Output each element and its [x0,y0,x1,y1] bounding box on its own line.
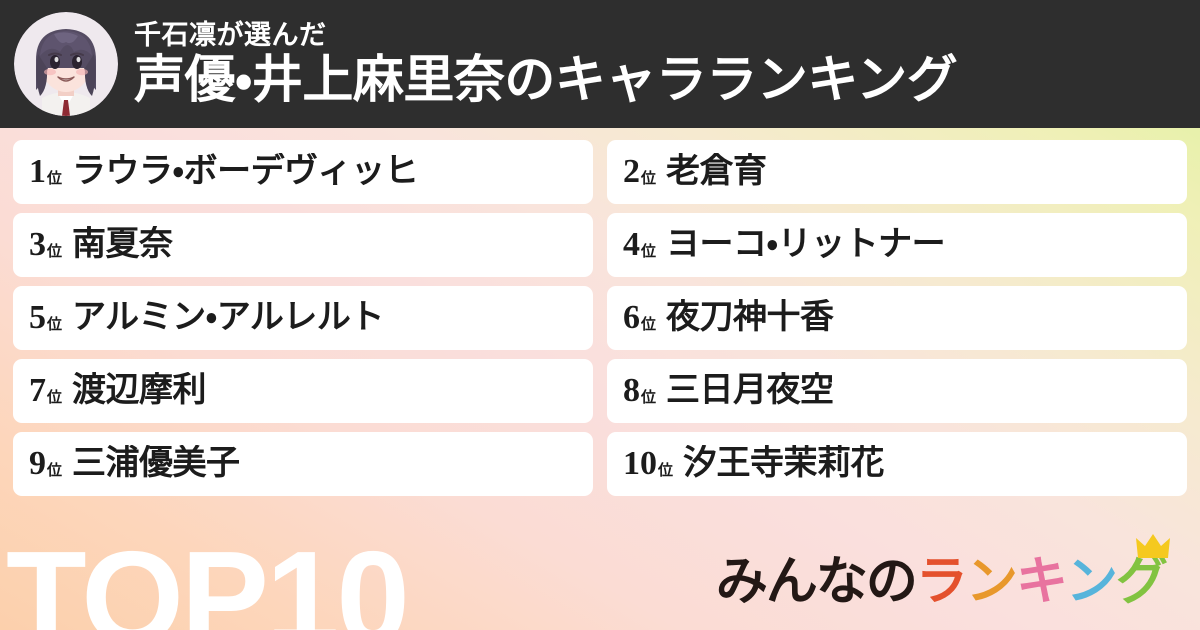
rank-character-name: ヨーコ・リットナー [666,226,946,264]
rank-suffix: 位 [658,462,674,479]
rank-character-name: アルミン・アルレルト [72,299,384,337]
rank-suffix: 位 [641,316,657,333]
rank-suffix: 位 [641,389,657,406]
rank-character-name: 三日月夜空 [666,372,834,410]
rank-suffix: 位 [47,170,63,187]
rank-character-name: ラウラ・ボーデヴィッヒ [72,153,419,191]
rank-suffix: 位 [47,316,63,333]
brand-logo[interactable]: みんなの ラ ン キ ン グ [715,534,1170,612]
brand-logo-gu: グ [1116,534,1170,608]
brand-logo-minna: みんなの [715,552,918,612]
top10-watermark: TOP10 [6,524,410,630]
brand-logo-n1: ン [965,552,1018,612]
page-title: 声優・井上麻里奈のキャラランキング [134,50,958,108]
crown-icon [1136,534,1170,558]
rank-character-name: 渡辺摩利 [72,372,207,410]
rank-suffix: 位 [47,462,63,479]
header-text-block: 千石凛が選んだ 声優・井上麻里奈のキャラランキング [134,20,1186,108]
page-header: 千石凛が選んだ 声優・井上麻里奈のキャラランキング [0,0,1200,128]
rank-character-name: 夜刀神十香 [666,299,834,337]
anime-avatar-icon [14,12,118,116]
header-kicker: 千石凛が選んだ [134,20,327,51]
brand-logo-n2: ン [1065,552,1118,612]
rank-character-name: 南夏奈 [72,226,173,264]
rank-character-name: 三浦優美子 [72,445,240,483]
brand-logo-ra: ラ [915,552,968,612]
rank-character-name: 汐王寺茉莉花 [683,445,885,483]
list-item[interactable]: 10 位 汐王寺茉莉花 [607,432,1187,496]
rank-suffix: 位 [641,170,657,187]
rank-suffix: 位 [641,243,657,260]
rank-character-name: 老倉育 [666,153,767,191]
rank-suffix: 位 [47,243,63,260]
avatar [14,12,118,116]
rank-number: 10 位 [623,445,674,482]
brand-logo-ki: キ [1015,552,1068,612]
rank-suffix: 位 [47,389,63,406]
